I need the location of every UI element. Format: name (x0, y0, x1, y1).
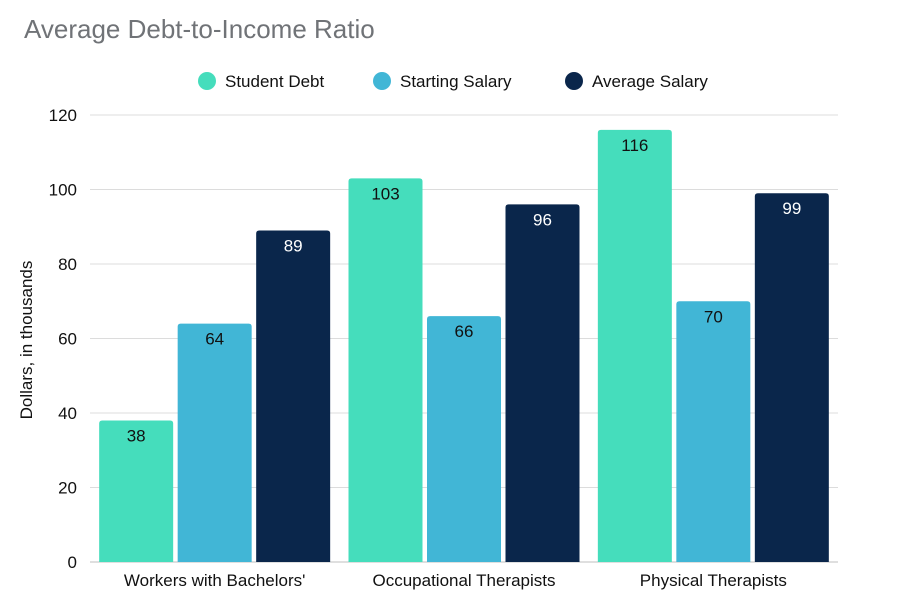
y-tick-label: 100 (49, 181, 77, 200)
y-tick-label: 0 (68, 553, 77, 572)
legend-item: Average Salary (565, 72, 708, 91)
bar-value-label: 89 (284, 236, 303, 255)
bar-value-label: 66 (455, 322, 474, 341)
legend-item: Starting Salary (373, 72, 512, 91)
chart-title: Average Debt-to-Income Ratio (24, 14, 375, 44)
y-tick-label: 40 (58, 404, 77, 423)
x-tick-label: Physical Therapists (640, 571, 787, 590)
bar (676, 301, 751, 562)
bar (754, 193, 829, 562)
legend-label: Starting Salary (400, 72, 512, 91)
bar-value-label: 99 (782, 199, 801, 218)
bar-value-label: 38 (127, 426, 146, 445)
y-tick-label: 120 (49, 106, 77, 125)
legend-item: Student Debt (198, 72, 325, 91)
legend-swatch (373, 72, 391, 90)
bar (427, 316, 501, 562)
bar (505, 204, 580, 562)
y-tick-label: 60 (58, 330, 77, 349)
bar-value-label: 70 (704, 307, 723, 326)
legend-swatch (198, 72, 216, 90)
bar-value-label: 103 (371, 184, 399, 203)
bar-value-label: 64 (205, 330, 224, 349)
bar (597, 129, 672, 562)
x-axis: Workers with Bachelors' Occupational Ther… (124, 571, 787, 590)
bar (177, 323, 252, 562)
bar (348, 178, 423, 562)
y-axis: 0 20 40 60 80 100 120 (49, 106, 77, 572)
bar (256, 230, 331, 562)
x-tick-label: Workers with Bachelors' (124, 571, 306, 590)
legend-label: Student Debt (225, 72, 325, 91)
legend: Student Debt Starting Salary Average Salar… (198, 72, 708, 91)
y-tick-label: 20 (58, 479, 77, 498)
legend-swatch (565, 72, 583, 90)
bar-value-label: 96 (533, 210, 552, 229)
y-axis-label: Dollars, in thousands (17, 261, 36, 420)
bars: 38 64 89 103 66 96 116 70 99 (99, 129, 829, 562)
bar (99, 420, 174, 562)
bar-value-label: 116 (621, 136, 648, 155)
legend-label: Average Salary (592, 72, 708, 91)
x-tick-label: Occupational Therapists (372, 571, 555, 590)
y-tick-label: 80 (58, 255, 77, 274)
